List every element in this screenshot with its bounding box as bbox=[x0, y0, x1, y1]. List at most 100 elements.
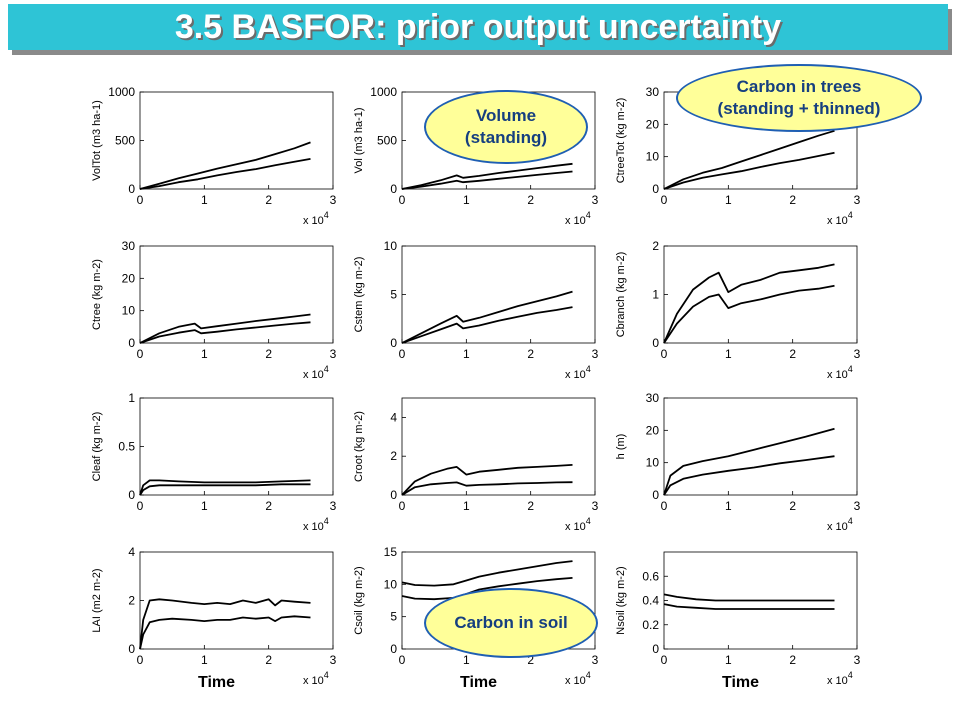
plot-1-axes-frame bbox=[139, 91, 334, 190]
plot-10-series-1-line bbox=[139, 598, 311, 650]
plot-1-x-tick-label: 1 bbox=[201, 193, 208, 207]
plot-2-y-axis-label: Vol (m3 ha-1) bbox=[353, 107, 365, 173]
plot-5-x-tick-label: 1 bbox=[463, 347, 470, 361]
plot-6-x-tick-label: 2 bbox=[789, 347, 796, 361]
plot-2-series-1-line bbox=[401, 162, 573, 190]
plot-4-x-tick-label: 3 bbox=[330, 347, 337, 361]
plot-4-axes-frame bbox=[139, 245, 334, 344]
plot-1-x-tick-label: 3 bbox=[330, 193, 337, 207]
plot-5-y-tick-label: 10 bbox=[384, 239, 398, 253]
plot-10-x-multiplier: x 104 bbox=[303, 670, 329, 687]
plot-12-y-tick-label: 0.2 bbox=[642, 618, 659, 632]
callout-volume-line2: (standing) bbox=[464, 128, 548, 147]
plot-6-y-axis-label: Cbranch (kg m-2) bbox=[615, 252, 627, 338]
plot-11-series-1-line bbox=[401, 560, 573, 587]
plot-10-x-axis-label: Time bbox=[198, 674, 235, 691]
plot-12-y-tick-label: 0.6 bbox=[642, 569, 659, 583]
plot-6-x-tick-label: 1 bbox=[725, 347, 732, 361]
plot-7-x-tick-label: 3 bbox=[330, 499, 337, 513]
plot-11-y-axis-label: Csoil (kg m-2) bbox=[353, 566, 365, 634]
plot-9-x-tick-label: 0 bbox=[661, 499, 668, 513]
plot-9-y-tick-label: 10 bbox=[646, 456, 660, 470]
plot-3-x-tick-label: 3 bbox=[854, 193, 861, 207]
callout-trees-line1: Carbon in trees bbox=[736, 77, 862, 96]
plot-9-x-tick-label: 2 bbox=[789, 499, 796, 513]
plot-3-y-tick-label: 30 bbox=[646, 85, 660, 99]
plot-10-y-tick-label: 2 bbox=[128, 594, 135, 608]
plot-10-y-tick-label: 0 bbox=[128, 642, 135, 656]
plot-4-x-tick-label: 1 bbox=[201, 347, 208, 361]
plot-1-x-tick-label: 2 bbox=[265, 193, 272, 207]
plot-2-x-tick-label: 3 bbox=[592, 193, 599, 207]
plot-9-y-tick-label: 30 bbox=[646, 391, 660, 405]
plot-2-y-tick-label: 0 bbox=[390, 182, 397, 196]
plot-12-x-tick-label: 0 bbox=[661, 653, 668, 667]
plot-5-series-1-line bbox=[401, 290, 573, 344]
plot-12-y-tick-label: 0.4 bbox=[642, 594, 659, 608]
callout-carbon-trees: Carbon in trees (standing + thinned) bbox=[676, 64, 922, 132]
plot-12-x-axis-label: Time bbox=[722, 674, 759, 691]
title-background bbox=[8, 4, 948, 50]
plot-8-series-1-line bbox=[401, 464, 573, 496]
plot-10-y-tick-label: 4 bbox=[128, 545, 135, 559]
plot-10-x-tick-label: 2 bbox=[265, 653, 272, 667]
plot-10-y-axis-label: LAI (m2 m-2) bbox=[91, 568, 103, 632]
plot-9-axes-frame bbox=[663, 397, 858, 496]
plot-8-x-tick-label: 3 bbox=[592, 499, 599, 513]
callout-volume-line1: Volume bbox=[475, 106, 537, 125]
plot-5-x-tick-label: 2 bbox=[527, 347, 534, 361]
plot-1-y-axis-label: VolTot (m3 ha-1) bbox=[91, 100, 103, 181]
plot-6-y-tick-label: 1 bbox=[652, 288, 659, 302]
plot-2-series-2-line bbox=[401, 170, 573, 190]
plot-12-series-1-line bbox=[663, 593, 835, 602]
plot-2-x-tick-label: 0 bbox=[399, 193, 406, 207]
plot-12-series-2-line bbox=[663, 603, 835, 610]
plot-6-y-tick-label: 2 bbox=[652, 239, 659, 253]
plot-5-y-axis-label: Cstem (kg m-2) bbox=[353, 257, 365, 333]
plot-7-series-2-line bbox=[139, 483, 311, 496]
plot-1-y-tick-label: 500 bbox=[115, 134, 135, 148]
plot-9-x-tick-label: 1 bbox=[725, 499, 732, 513]
callout-soil-line1: Carbon in soil bbox=[454, 613, 568, 632]
plot-12-x-multiplier: x 104 bbox=[827, 670, 853, 687]
plot-9-series-1-line bbox=[663, 427, 835, 496]
plot-4-y-tick-label: 30 bbox=[122, 239, 136, 253]
plot-2-x-tick-label: 1 bbox=[463, 193, 470, 207]
plot-9-x-multiplier: x 104 bbox=[827, 516, 853, 533]
plot-8-y-tick-label: 2 bbox=[390, 449, 397, 463]
plot-5-y-tick-label: 5 bbox=[390, 288, 397, 302]
plot-11-y-tick-label: 5 bbox=[390, 610, 397, 624]
plot-2-x-multiplier: x 104 bbox=[565, 210, 591, 227]
page-title: 3.5 BASFOR: prior output uncertainty bbox=[174, 8, 782, 46]
plot-9-y-axis-label: h (m) bbox=[615, 434, 627, 460]
plot-5-x-tick-label: 3 bbox=[592, 347, 599, 361]
plot-7-x-multiplier: x 104 bbox=[303, 516, 329, 533]
plot-3-x-multiplier: x 104 bbox=[827, 210, 853, 227]
plot-12-x-tick-label: 2 bbox=[789, 653, 796, 667]
plot-3-x-tick-label: 2 bbox=[789, 193, 796, 207]
plot-2-x-tick-label: 2 bbox=[527, 193, 534, 207]
plot-10-series-2-line bbox=[139, 615, 311, 650]
plot-8-axes-frame bbox=[401, 397, 596, 496]
plot-4-y-tick-label: 0 bbox=[128, 336, 135, 350]
plot-8-x-multiplier: x 104 bbox=[565, 516, 591, 533]
plot-4-x-tick-label: 2 bbox=[265, 347, 272, 361]
plot-4-x-multiplier: x 104 bbox=[303, 364, 329, 381]
plot-4-y-axis-label: Ctree (kg m-2) bbox=[91, 259, 103, 330]
plot-4-y-tick-label: 10 bbox=[122, 304, 136, 318]
title-bar: 3.5 BASFOR: prior output uncertainty bbox=[8, 0, 952, 50]
plot-8-y-tick-label: 0 bbox=[390, 488, 397, 502]
plot-3-series-1-line bbox=[663, 129, 835, 190]
plot-6-y-tick-label: 0 bbox=[652, 336, 659, 350]
plot-12-x-tick-label: 1 bbox=[725, 653, 732, 667]
plot-1-y-tick-label: 0 bbox=[128, 182, 135, 196]
plot-8-y-axis-label: Croot (kg m-2) bbox=[353, 411, 365, 482]
plot-4-x-tick-label: 0 bbox=[137, 347, 144, 361]
plot-8-x-tick-label: 1 bbox=[463, 499, 470, 513]
plot-7-y-tick-label: 0.5 bbox=[118, 440, 135, 454]
plot-9-series-2-line bbox=[663, 455, 835, 496]
plot-4-series-1-line bbox=[139, 313, 311, 344]
plot-6-axes-frame bbox=[663, 245, 858, 344]
plot-8-x-tick-label: 2 bbox=[527, 499, 534, 513]
plot-6-series-1-line bbox=[663, 263, 835, 344]
